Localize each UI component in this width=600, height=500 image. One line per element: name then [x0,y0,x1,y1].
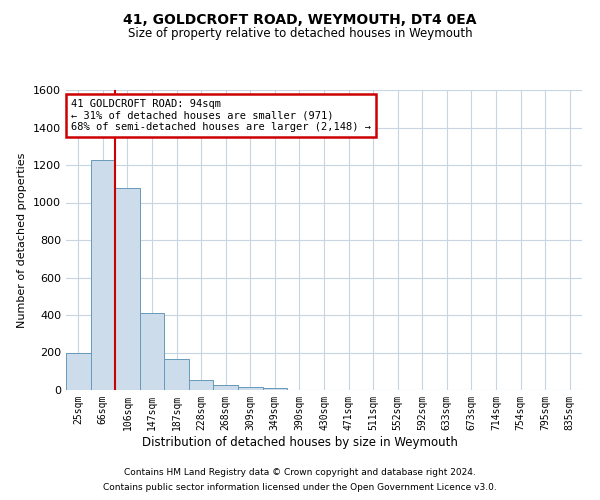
Bar [238,387,263,390]
Text: Distribution of detached houses by size in Weymouth: Distribution of detached houses by size … [142,436,458,449]
Text: Contains HM Land Registry data © Crown copyright and database right 2024.: Contains HM Land Registry data © Crown c… [124,468,476,477]
Bar [66,352,91,390]
Bar [164,359,189,390]
Bar [115,188,140,390]
Text: Size of property relative to detached houses in Weymouth: Size of property relative to detached ho… [128,28,472,40]
Bar [91,160,115,390]
Text: 41 GOLDCROFT ROAD: 94sqm
← 31% of detached houses are smaller (971)
68% of semi-: 41 GOLDCROFT ROAD: 94sqm ← 31% of detach… [71,99,371,132]
Bar [140,313,164,390]
Bar [189,380,214,390]
Text: 41, GOLDCROFT ROAD, WEYMOUTH, DT4 0EA: 41, GOLDCROFT ROAD, WEYMOUTH, DT4 0EA [123,12,477,26]
Text: Contains public sector information licensed under the Open Government Licence v3: Contains public sector information licen… [103,483,497,492]
Bar [214,386,238,390]
Bar [263,388,287,390]
Y-axis label: Number of detached properties: Number of detached properties [17,152,28,328]
